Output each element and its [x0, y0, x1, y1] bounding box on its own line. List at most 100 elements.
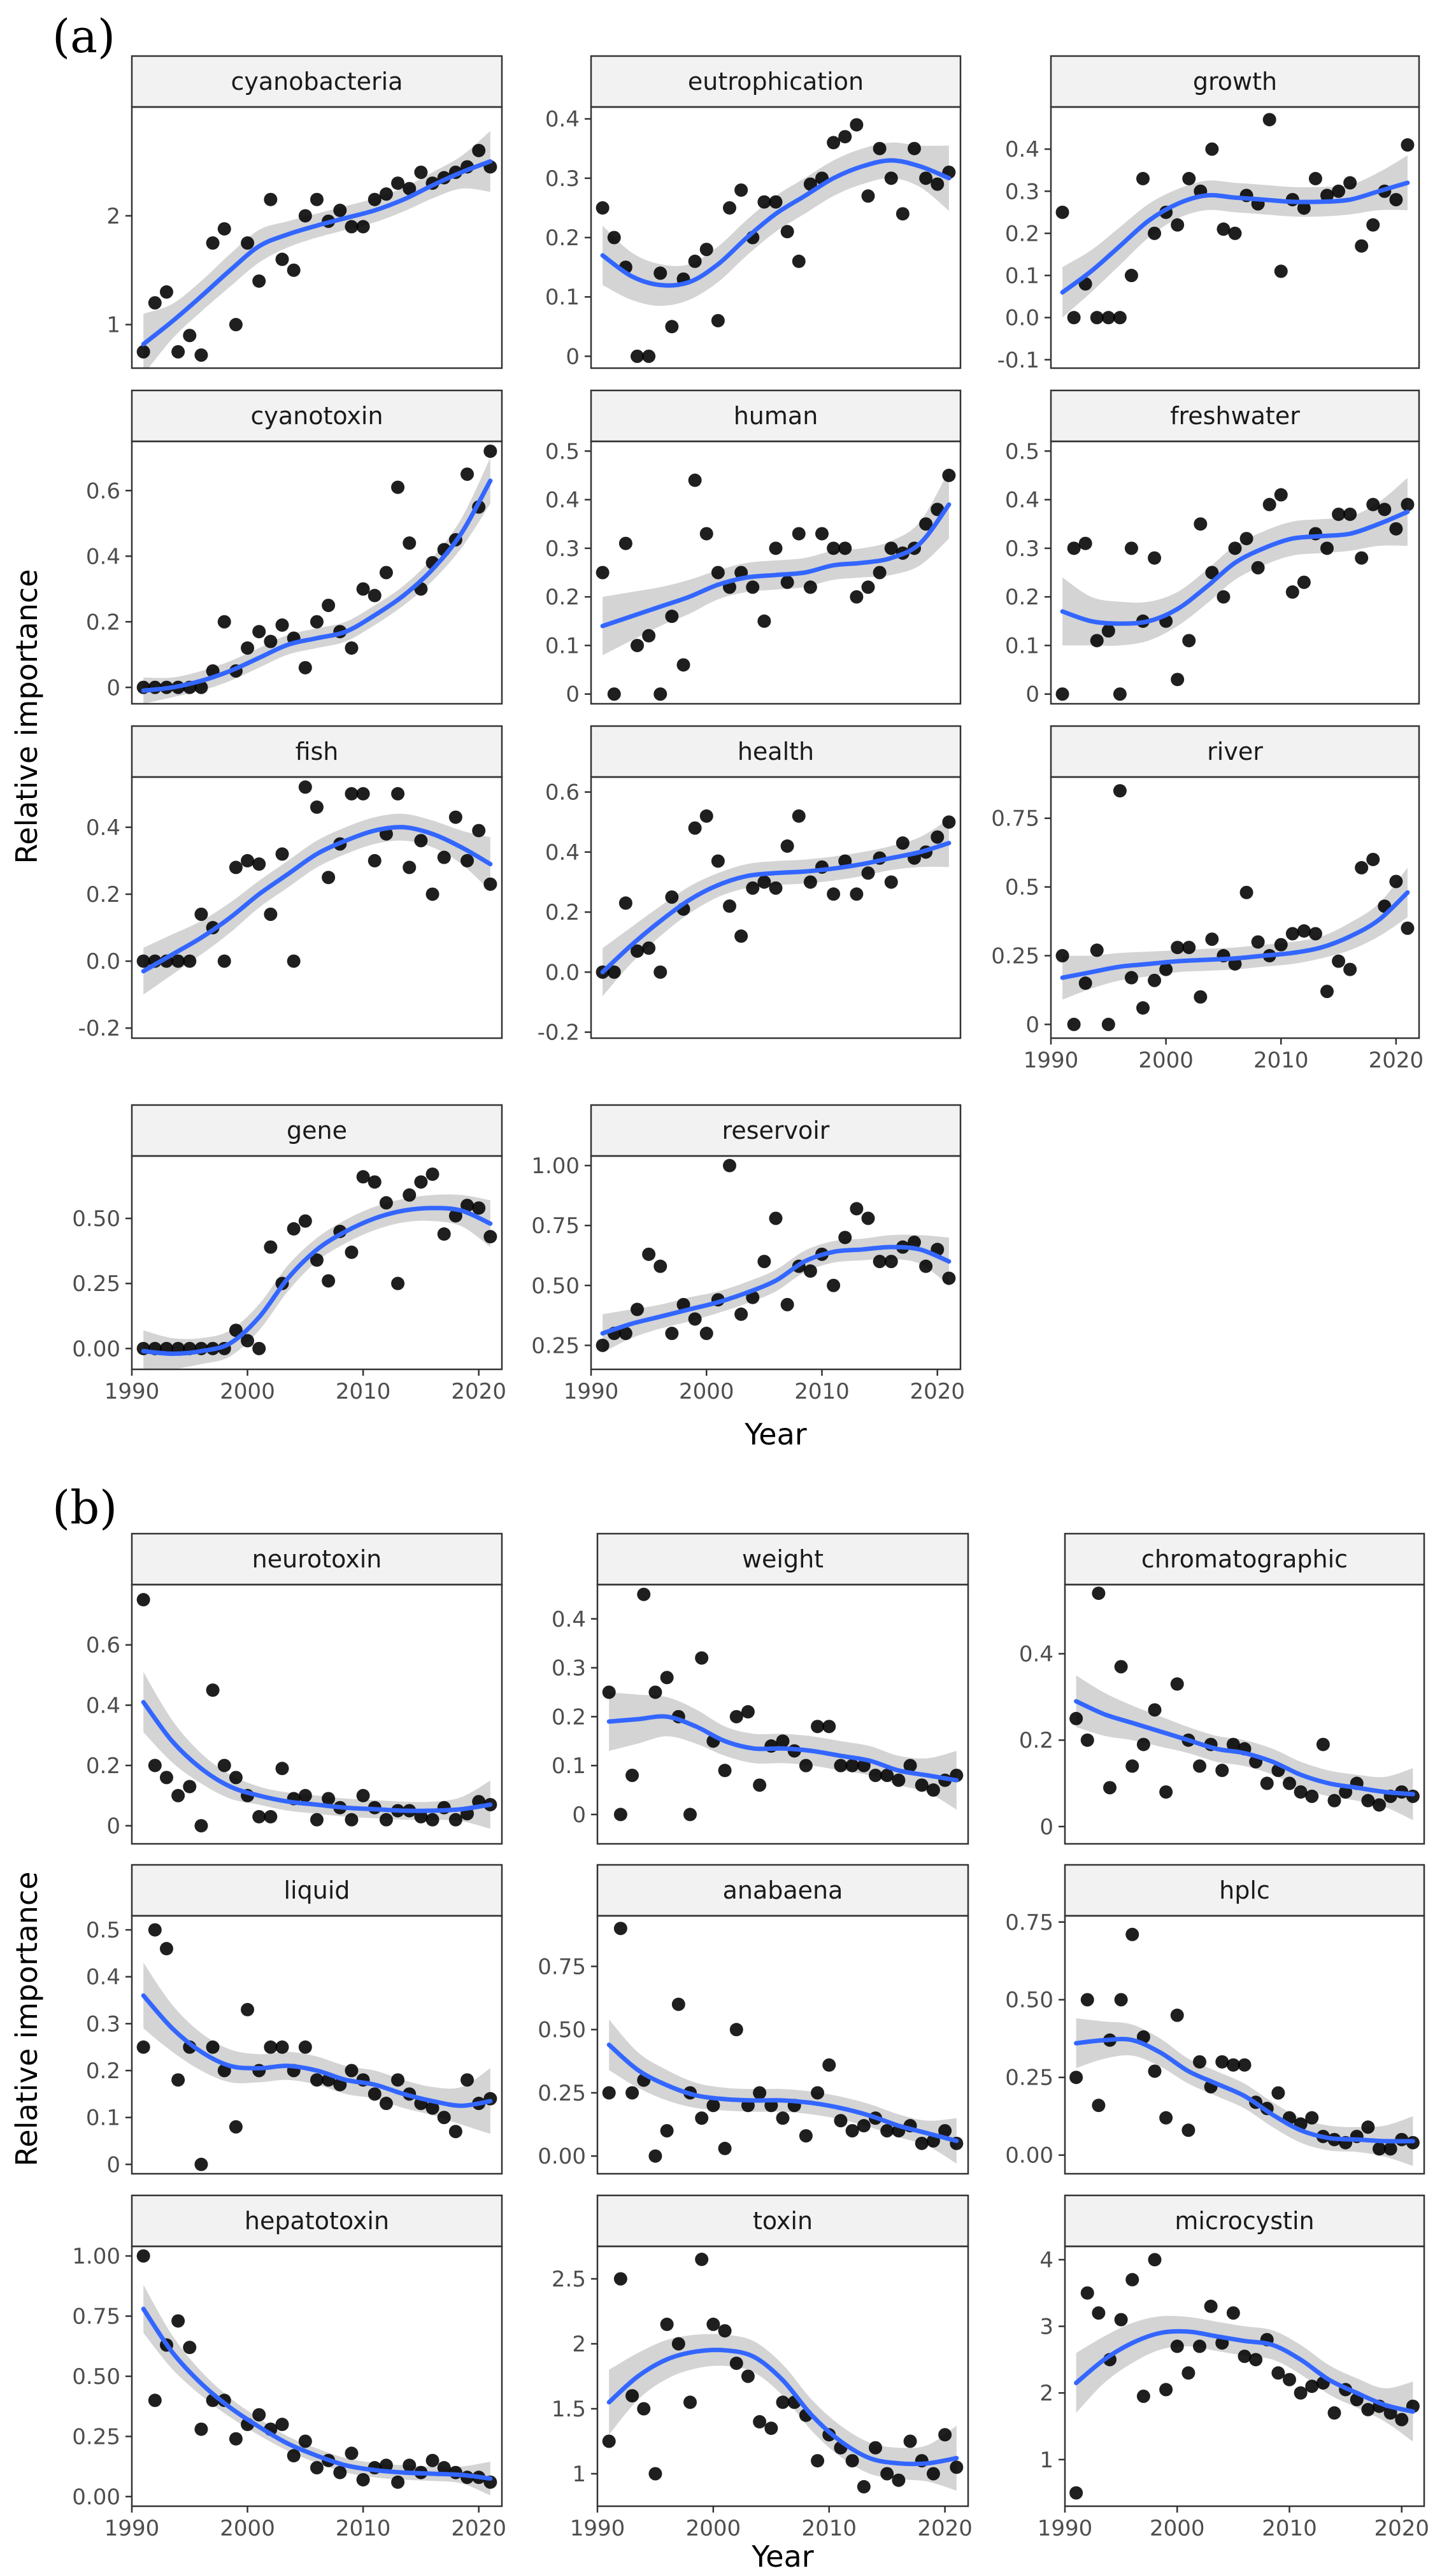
data-point: [448, 1209, 462, 1223]
data-point: [938, 2124, 952, 2137]
data-point: [217, 615, 231, 629]
panel-b-label: (b): [52, 1481, 117, 1534]
data-point: [194, 908, 208, 922]
loess-fit-line: [1074, 2329, 1415, 2414]
data-point: [1373, 1798, 1386, 1812]
plot-area: [596, 1159, 956, 1353]
data-point: [1103, 1781, 1117, 1795]
y-tick-label: 0.75: [538, 1954, 586, 1979]
data-point: [1067, 541, 1081, 555]
y-tick-label: 0.2: [86, 882, 120, 908]
data-point: [368, 588, 382, 603]
x-tick-label: 2010: [336, 2516, 391, 2541]
data-point: [718, 2324, 732, 2338]
data-point: [734, 929, 748, 943]
data-point: [1361, 1794, 1375, 1808]
y-tick-label: -0.2: [538, 1020, 580, 1046]
data-point: [884, 171, 898, 185]
data-point: [699, 809, 713, 823]
data-point: [159, 285, 173, 299]
data-point: [310, 1813, 324, 1827]
data-point: [437, 2111, 451, 2125]
facet-strip: [1064, 2194, 1425, 2248]
data-point: [1343, 176, 1357, 190]
data-point: [391, 2475, 405, 2489]
x-tick-label: 2010: [1253, 1048, 1309, 1073]
facet-hepatotoxin: hepatotoxin 0.00 0.25 0.50 0.75 1.00 1990 2000 2…: [72, 2194, 506, 2541]
y-tick-label: 1: [1039, 2448, 1053, 2473]
y-tick-label: 0.3: [552, 1656, 586, 1681]
panel-border: [590, 1155, 962, 1371]
data-point: [780, 225, 794, 239]
data-point: [822, 2058, 836, 2072]
confidence-band: [609, 2334, 957, 2491]
data-point: [333, 203, 347, 217]
data-point: [391, 1276, 405, 1290]
data-point: [1092, 2306, 1106, 2320]
facet-toxin: toxin 1 1.5 2 2.5 1990 2000 2010 2020: [552, 2194, 973, 2541]
data-point: [718, 2141, 732, 2155]
data-point: [838, 130, 852, 144]
data-point: [1069, 2486, 1083, 2500]
data-point: [1297, 575, 1311, 589]
data-point: [287, 954, 301, 968]
data-point: [827, 887, 841, 901]
data-point: [637, 1587, 651, 1601]
facet-title: growth: [1193, 68, 1277, 96]
data-point: [229, 2432, 243, 2446]
data-point: [1366, 218, 1380, 232]
y-tick-label: 0: [572, 1802, 586, 1828]
y-tick-label: 0.6: [545, 780, 580, 806]
data-point: [729, 2357, 743, 2371]
data-point: [298, 1214, 312, 1228]
data-point: [183, 2341, 197, 2355]
data-point: [414, 834, 428, 848]
data-point: [1193, 2055, 1206, 2069]
data-point: [665, 1327, 679, 1341]
data-point: [1332, 507, 1346, 521]
facet-title: human: [734, 402, 818, 430]
data-point: [596, 566, 610, 580]
plot-area: [596, 468, 956, 701]
x-tick-label: 2020: [910, 1379, 965, 1404]
data-point: [368, 192, 382, 206]
facet-fish: fish -0.2 0.0 0.2 0.4: [78, 725, 503, 1041]
data-point: [1361, 2402, 1375, 2416]
y-tick-label: 0.00: [538, 2144, 586, 2169]
confidence-band: [143, 457, 490, 704]
facet-strip: [131, 1104, 503, 1157]
plot-area: [1069, 2253, 1420, 2500]
data-point: [264, 1240, 278, 1254]
data-point: [460, 1199, 475, 1213]
data-point: [926, 1783, 940, 1797]
data-point: [1226, 1737, 1240, 1751]
data-point: [892, 1773, 906, 1787]
y-tick-label: 0.5: [1005, 439, 1039, 464]
y-tick-label: 0.1: [1005, 264, 1039, 289]
y-tick-label: 0.4: [552, 1607, 586, 1632]
data-point: [822, 1720, 836, 1734]
data-point: [792, 527, 806, 541]
y-tick-label: 0.4: [86, 815, 120, 841]
data-point: [908, 141, 921, 155]
facet-growth: growth -0.1 0.0 0.1 0.2 0.3 0.4: [997, 55, 1420, 373]
data-point: [653, 266, 667, 280]
data-point: [1194, 517, 1208, 531]
data-point: [642, 1247, 656, 1261]
data-point: [310, 2073, 324, 2087]
data-point: [869, 1768, 882, 1782]
data-point: [1078, 536, 1092, 550]
y-tick-label: 2: [1039, 2381, 1053, 2406]
data-point: [776, 1734, 790, 1748]
data-point: [1332, 184, 1346, 198]
data-point: [241, 236, 255, 250]
y-tick-label: 0.2: [545, 900, 580, 925]
data-point: [448, 810, 462, 824]
data-point: [252, 857, 266, 871]
data-point: [252, 625, 266, 639]
data-point: [827, 1278, 841, 1292]
y-tick-label: 0.25: [72, 1271, 120, 1297]
y-tick-label: 0.1: [545, 285, 580, 310]
y-tick-label: 2: [572, 2332, 586, 2357]
data-point: [217, 222, 231, 236]
